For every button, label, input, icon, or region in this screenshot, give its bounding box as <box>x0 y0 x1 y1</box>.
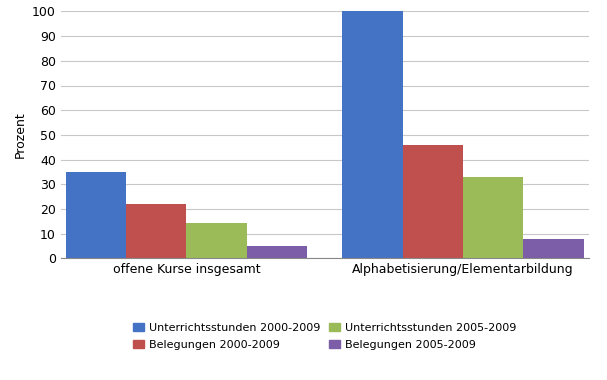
Bar <box>523 239 584 258</box>
Bar <box>247 246 307 258</box>
Y-axis label: Prozent: Prozent <box>13 111 27 158</box>
Bar <box>463 177 523 258</box>
Bar <box>186 223 247 258</box>
Bar <box>126 204 186 258</box>
Bar <box>402 145 463 258</box>
Bar <box>342 11 402 258</box>
Legend: Unterrichtsstunden 2000-2009, Belegungen 2000-2009, Unterrichtsstunden 2005-2009: Unterrichtsstunden 2000-2009, Belegungen… <box>129 318 521 354</box>
Bar <box>66 172 126 258</box>
